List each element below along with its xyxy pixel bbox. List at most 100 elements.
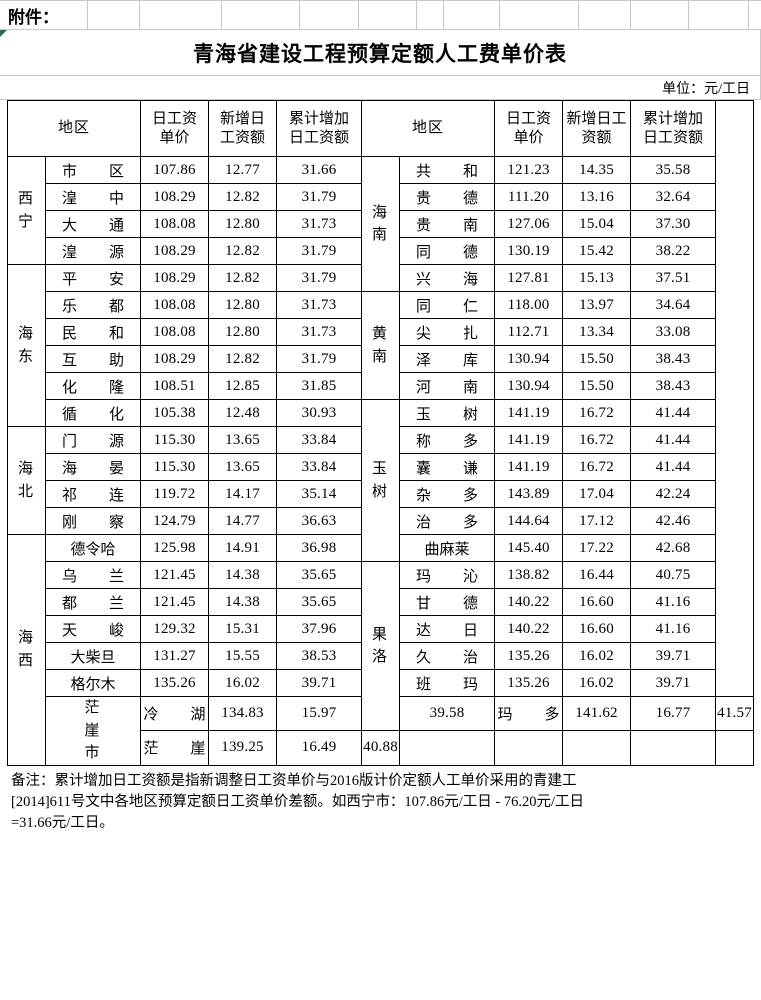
- sheet-cell: [88, 1, 140, 29]
- sub-prefecture-char: 市: [84, 745, 102, 761]
- prefecture-char: 东: [17, 348, 35, 365]
- table-row: 天峻 129.32 15.31 37.96 达日 140.22 16.60 41.16: [8, 615, 754, 643]
- daily-wage-cell: 138.82: [494, 561, 564, 589]
- new-added-cell: 15.55: [208, 642, 278, 670]
- new-added-cell: 15.50: [562, 372, 632, 400]
- daily-wage-cell: 108.08: [140, 318, 210, 346]
- new-added-cell: 16.60: [562, 615, 632, 643]
- prefecture-char: 南: [372, 348, 390, 365]
- sheet-cell: [140, 1, 222, 29]
- county-label: 市区: [62, 163, 124, 180]
- sub-prefecture-char: 茫: [84, 700, 102, 716]
- prefecture-char: 海: [372, 204, 390, 221]
- county-cell: 久治: [399, 642, 496, 670]
- new-added-cell: 12.85: [208, 372, 278, 400]
- county-cell: 市区: [44, 156, 142, 184]
- table-row: 循化 105.38 12.48 30.93 玉树玉树 141.19 16.72 41.44: [8, 399, 754, 562]
- new-added-cell: 16.72: [562, 426, 632, 454]
- county-cell: 茫崖: [140, 730, 210, 766]
- cumulative-cell: 39.71: [630, 669, 717, 697]
- daily-wage-cell: 108.29: [140, 264, 210, 292]
- daily-wage-cell: 105.38: [140, 399, 210, 427]
- county-label: 乌兰: [62, 568, 124, 585]
- new-added-cell: 13.97: [562, 291, 632, 319]
- new-added-cell: 15.31: [208, 615, 278, 643]
- cumulative-cell: 35.14: [276, 480, 363, 508]
- county-label: 平安: [62, 271, 124, 288]
- county-label: 天峻: [62, 622, 124, 639]
- new-added-cell: 12.48: [208, 399, 278, 427]
- cumulative-cell: 35.65: [276, 588, 363, 616]
- county-cell: 门源: [44, 426, 142, 454]
- county-label: 格尔木: [70, 676, 116, 693]
- table-row: 都兰 121.45 14.38 35.65 甘德 140.22 16.60 41.16: [8, 588, 754, 616]
- prefecture-char: 黄: [372, 326, 390, 342]
- table-row: 茫崖市冷湖 134.83 15.97 39.58 玛多 141.62 16.77 41.57: [8, 695, 754, 766]
- prefecture-cell: 海西: [7, 534, 46, 766]
- county-label: 治多: [416, 514, 479, 531]
- county-label: 囊谦: [416, 460, 479, 477]
- header-line-1: 新增日: [220, 110, 266, 127]
- header-region-right: 地区: [361, 100, 496, 157]
- cumulative-cell: 37.51: [630, 264, 717, 292]
- wage-table-container: 地区 日工资 单价 新增日 工资额 累计增加 日工资额 地区: [0, 100, 761, 766]
- daily-wage-cell: 127.81: [494, 264, 564, 292]
- sub-prefecture-char: 崖: [84, 722, 102, 739]
- county-cell: 玛沁: [399, 561, 496, 589]
- county-cell: 湟中: [44, 183, 142, 211]
- daily-wage-cell: 121.45: [140, 561, 210, 589]
- prefecture-char: 树: [372, 483, 390, 500]
- daily-wage-cell: 108.29: [140, 237, 210, 265]
- table-row: 西宁市区 107.86 12.77 31.66 海南共和 121.23 14.35 35.58: [7, 156, 754, 292]
- new-added-cell: 15.50: [562, 345, 632, 373]
- daily-wage-cell: 115.30: [140, 453, 210, 481]
- county-cell: 称多: [399, 426, 496, 454]
- prefecture-char: 宁: [17, 213, 35, 230]
- cumulative-cell: 33.84: [276, 453, 363, 481]
- new-added-cell: 12.80: [208, 318, 278, 346]
- new-added-cell: 13.65: [208, 453, 278, 481]
- cumulative-cell: 39.71: [630, 642, 717, 670]
- county-label: 同仁: [416, 298, 479, 315]
- cumulative-cell: 31.79: [276, 237, 363, 265]
- header-line-2: 日工资额: [289, 129, 350, 146]
- daily-wage-cell: 125.98: [140, 534, 210, 562]
- cumulative-cell: 41.16: [630, 588, 717, 616]
- cumulative-cell: 33.84: [276, 426, 363, 454]
- new-added-cell: 14.38: [208, 561, 278, 589]
- daily-wage-cell: 111.20: [494, 183, 564, 211]
- county-label: 玛多: [497, 707, 560, 724]
- daily-wage-cell: 124.79: [140, 507, 210, 535]
- sheet-cell: [417, 1, 444, 29]
- header-line-2: 单价: [513, 129, 544, 146]
- county-label: 循化: [62, 406, 124, 423]
- table-row: 海东平安 108.29 12.82 31.79 兴海 127.81 15.13 37.51: [7, 264, 754, 427]
- county-cell: 曲麻莱: [399, 534, 496, 562]
- new-added-cell: 12.82: [208, 345, 278, 373]
- county-label: 门源: [62, 433, 124, 450]
- new-added-cell: 16.60: [562, 588, 632, 616]
- remark-line-3: =31.66元/工日。: [11, 814, 114, 831]
- county-cell: 尖扎: [399, 318, 496, 346]
- county-label: 尖扎: [416, 325, 479, 342]
- county-cell: 杂多: [399, 480, 496, 508]
- attachment-label: 附件：: [0, 1, 88, 29]
- daily-wage-cell: 108.08: [140, 291, 210, 319]
- county-label: 大柴旦: [70, 649, 116, 666]
- new-added-cell: 14.91: [208, 534, 278, 562]
- table-row: 湟源 108.29 12.82 31.79 同德 130.19 15.42 38.22: [8, 237, 754, 265]
- header-line-2: 日工资额: [643, 129, 704, 146]
- cumulative-cell: 36.63: [276, 507, 363, 535]
- table-row: 海北门源 115.30 13.65 33.84 称多 141.19 16.72 41.44: [7, 426, 754, 535]
- new-added-cell: 15.04: [562, 210, 632, 238]
- daily-wage-cell: 134.83: [208, 695, 278, 732]
- header-cumulative-left: 累计增加 日工资额: [276, 100, 363, 157]
- daily-wage-cell: 130.19: [494, 237, 564, 265]
- cumulative-cell: 31.79: [276, 183, 363, 211]
- county-cell: 贵南: [399, 210, 496, 238]
- header-line-1: 累计增加: [643, 110, 704, 127]
- county-cell: 互助: [44, 345, 142, 373]
- cumulative-cell: 39.71: [276, 669, 363, 697]
- county-cell: 兴海: [399, 264, 496, 292]
- prefecture-char: 海: [17, 461, 35, 477]
